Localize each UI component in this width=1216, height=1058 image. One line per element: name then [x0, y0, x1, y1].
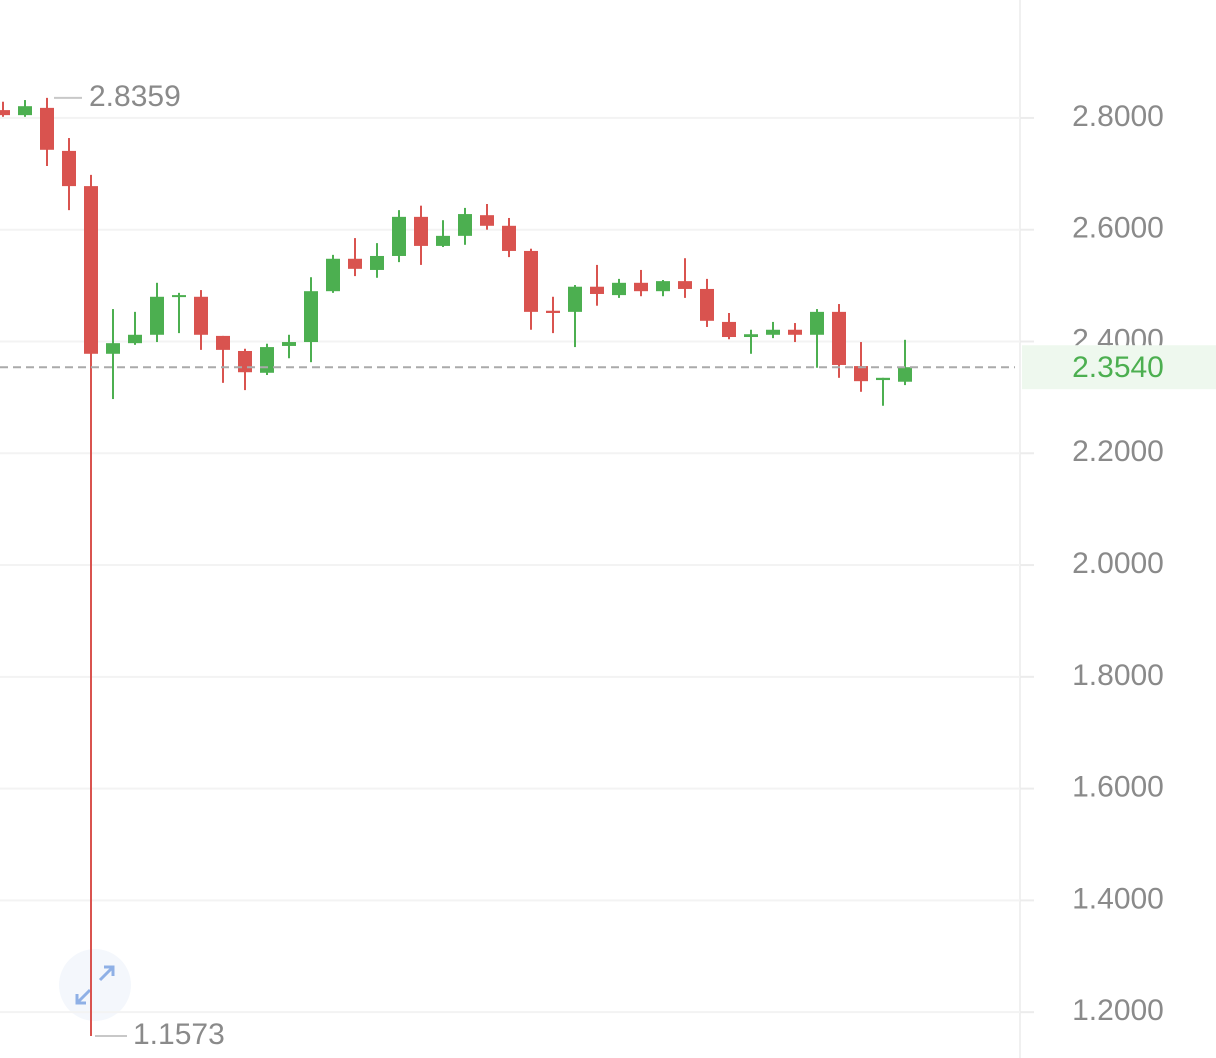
candle-body: [678, 281, 692, 289]
candle-body: [106, 343, 120, 354]
candle-body: [414, 216, 428, 246]
candle-body: [326, 258, 340, 292]
candle-body: [84, 186, 98, 354]
candle-body: [150, 296, 164, 335]
candle-body: [524, 250, 538, 312]
candle-body: [612, 282, 626, 296]
y-tick-label: 1.4000: [1072, 882, 1164, 915]
zoom-button-bg: [59, 949, 131, 1021]
candle-body: [634, 282, 648, 292]
candle-body: [502, 225, 516, 251]
candle-body: [788, 329, 802, 335]
last-price-bg: [1022, 345, 1216, 390]
candle-body: [590, 286, 604, 294]
y-tick-label: 1.8000: [1072, 659, 1164, 692]
candle-body: [854, 366, 868, 382]
candle-body: [656, 281, 670, 292]
candle-body: [568, 286, 582, 312]
candle-body: [810, 311, 824, 335]
candle-body: [480, 215, 494, 226]
candle-body: [766, 329, 780, 335]
y-tick-label: 2.6000: [1072, 212, 1164, 245]
y-tick-label: 1.6000: [1072, 771, 1164, 804]
candle-body: [172, 295, 186, 298]
y-tick-label: 1.2000: [1072, 994, 1164, 1027]
y-tick-label: 2.8000: [1072, 100, 1164, 133]
y-tick-label: 2.2000: [1072, 435, 1164, 468]
candle-body: [744, 334, 758, 338]
candle-body: [40, 107, 54, 150]
candles: [0, 97, 912, 1037]
min-label: 1.1573: [133, 1018, 225, 1051]
candle-body: [458, 214, 472, 236]
zoom-icon: [75, 965, 115, 1005]
candle-body: [238, 350, 252, 373]
last-price-label: 2.3540: [1072, 351, 1164, 384]
candle-body: [282, 342, 296, 346]
candle-body: [0, 110, 10, 116]
max-label: 2.8359: [89, 80, 181, 113]
candle-body: [392, 216, 406, 256]
candle-body: [436, 235, 450, 246]
candle-body: [194, 296, 208, 335]
y-tick-label: 2.0000: [1072, 547, 1164, 580]
candle-body: [260, 347, 274, 373]
candle-body: [304, 291, 318, 343]
zoom-button[interactable]: [59, 949, 131, 1021]
candle-body: [898, 367, 912, 382]
candle-body: [876, 377, 890, 381]
candle-body: [370, 255, 384, 270]
candle-body: [18, 106, 32, 116]
candle-body: [832, 311, 846, 365]
candle-body: [348, 258, 362, 269]
candle-body: [216, 335, 230, 350]
candle-body: [546, 310, 560, 313]
candle-body: [128, 334, 142, 344]
candle-body: [722, 321, 736, 338]
candle-body: [700, 288, 714, 321]
candle-body: [62, 150, 76, 187]
